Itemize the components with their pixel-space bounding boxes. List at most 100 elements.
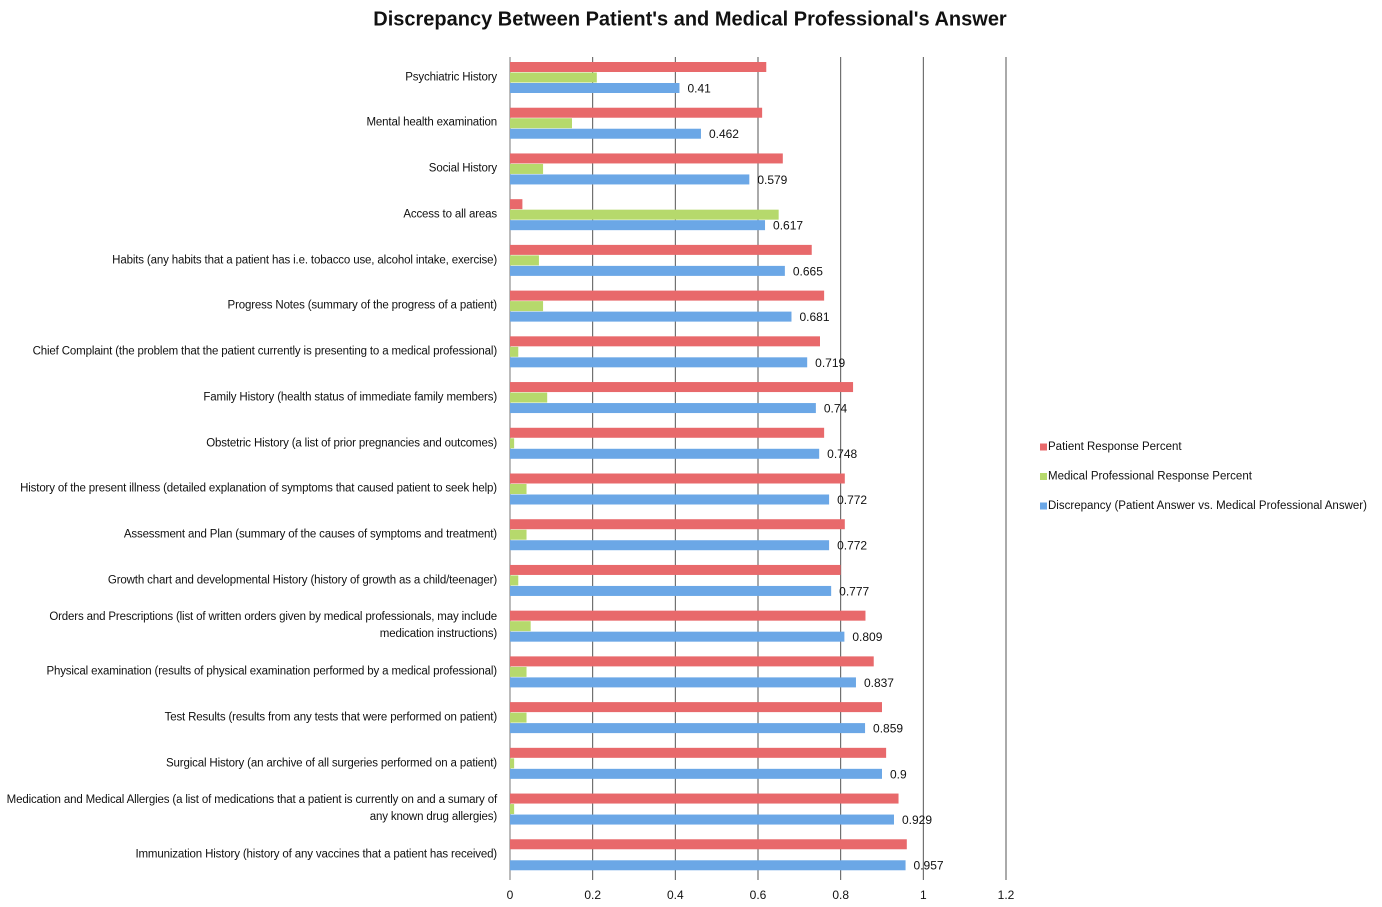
bar [510,814,894,825]
data-label: 0.41 [687,81,711,95]
x-tick-label: 0.6 [750,888,767,902]
data-label: 0.617 [773,219,803,233]
category-label: Physical examination (results of physica… [46,665,497,678]
legend-swatch [1040,443,1047,451]
bar [510,403,816,414]
bar [510,758,515,769]
category-label: Obstetric History (a list of prior pregn… [206,437,497,450]
bar [510,610,866,621]
bar [510,712,527,723]
x-tick-label: 1.2 [998,888,1015,902]
bar [510,83,680,93]
x-tick-label: 0.2 [584,888,601,902]
bar [510,839,907,850]
data-label: 0.665 [793,264,823,278]
bar [510,336,820,347]
data-label: 0.74 [824,401,848,415]
category-label: Habits (any habits that a patient has i.… [112,254,497,267]
category-label: Medication and Medical Allergies (a list… [6,794,497,824]
bar [510,448,820,459]
category-label: Growth chart and developmental History (… [107,574,497,587]
bar [510,244,812,255]
data-label: 0.681 [799,310,829,324]
bar [510,860,906,871]
bar [510,723,866,734]
legend-swatch [1040,473,1047,480]
category-label: Assessment and Plan (summary of the caus… [123,528,497,541]
bar [510,62,767,72]
category-label: Chief Complaint (the problem that the pa… [32,345,498,358]
bar [510,540,830,551]
bar [510,427,825,438]
bar [510,484,527,494]
data-label: 0.9 [890,767,907,781]
x-tick-label: 1 [920,888,927,902]
data-label: 0.809 [852,630,882,644]
chart-title: Discrepancy Between Patient's and Medica… [373,8,1007,30]
bar [510,346,519,357]
legend-label: Discrepancy (Patient Answer vs. Medical … [1048,500,1367,512]
category-label: Surgical History (an archive of all surg… [166,757,497,770]
data-label: 0.748 [827,447,857,461]
bar [510,311,792,322]
bar [510,494,830,505]
bar [510,220,766,231]
bar [510,265,785,276]
bar [510,793,899,804]
bar [510,656,874,667]
x-tick-label: 0.4 [667,888,684,902]
bar [510,564,841,575]
bar [510,301,544,312]
bar [510,255,539,266]
category-label: Social History [428,162,497,175]
data-label: 0.579 [757,173,787,187]
bar [510,473,845,484]
data-label: 0.772 [837,539,867,553]
bar [510,666,527,677]
bar [510,804,515,815]
bar [510,290,825,301]
category-label: Mental health examination [366,116,498,129]
category-label: Family History (health status of immedia… [203,391,497,404]
category-label: Psychiatric History [405,71,497,84]
bar [510,199,523,210]
bar [510,209,779,220]
category-label: History of the present illness (detailed… [20,482,497,495]
data-label: 0.859 [873,722,903,736]
bar [510,118,572,129]
bar [510,128,701,139]
bar [510,529,527,540]
bar [510,392,548,403]
data-label: 0.929 [902,813,932,827]
bar [510,768,882,779]
category-label: Orders and Prescriptions (list of writte… [49,611,497,641]
bar [510,107,763,118]
bar [510,631,845,642]
bar [510,382,854,393]
data-label: 0.957 [914,859,944,873]
legend-label: Medical Professional Response Percent [1048,471,1253,483]
bar [510,575,519,586]
x-tick-label: 0 [507,888,514,902]
data-label: 0.462 [709,127,739,141]
data-label: 0.719 [815,356,845,370]
bar [510,174,750,185]
bar [510,585,832,596]
bar [510,677,856,688]
bar [510,621,531,632]
bar [510,72,597,83]
legend-swatch [1040,502,1047,510]
bar [510,519,845,530]
bar [510,163,544,174]
bar [510,438,515,449]
category-label: Test Results (results from any tests tha… [164,711,498,724]
bar [510,153,783,164]
data-label: 0.837 [864,676,894,690]
x-tick-label: 0.8 [832,888,849,902]
category-label: Access to all areas [403,208,497,221]
data-label: 0.777 [839,584,869,598]
category-label: Immunization History (history of any vac… [135,848,497,861]
bar [510,747,887,758]
